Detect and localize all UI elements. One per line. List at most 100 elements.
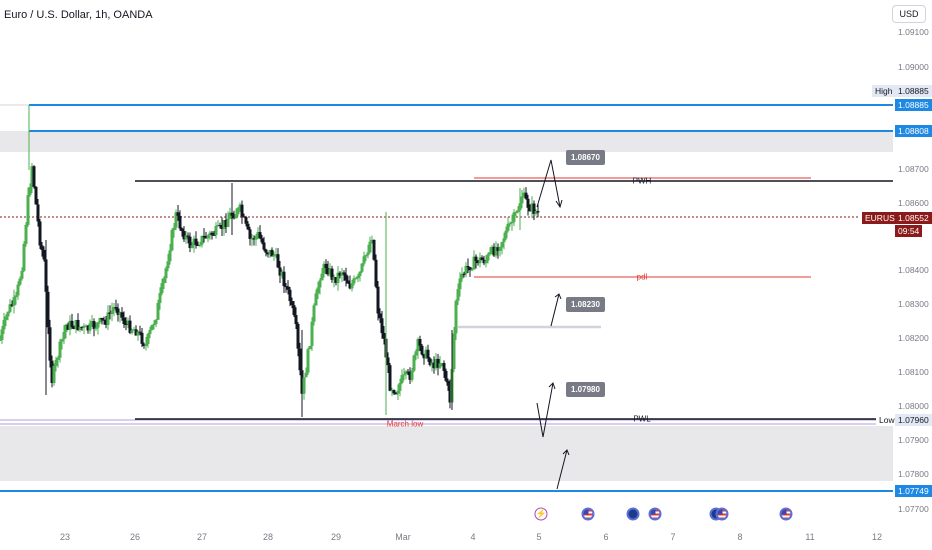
candle-body xyxy=(204,236,208,239)
candle-body xyxy=(334,276,338,283)
march-low-label: March low xyxy=(386,419,424,429)
price-tick: 1.09000 xyxy=(898,62,929,72)
candle-body xyxy=(496,247,500,251)
candle-body xyxy=(304,372,308,378)
currency-selector[interactable]: USD xyxy=(892,5,926,23)
candle-body xyxy=(156,302,160,320)
arrow-up-3 xyxy=(556,449,568,490)
candle-body xyxy=(438,363,442,368)
candle-body xyxy=(110,310,114,314)
lightning-icon[interactable]: ⚡ xyxy=(534,507,548,521)
candle-body xyxy=(160,283,164,294)
candle-body xyxy=(206,235,210,239)
candle-body xyxy=(370,239,374,242)
us-flag-icon[interactable] xyxy=(779,507,793,521)
candle-body xyxy=(256,232,260,236)
candle-body xyxy=(372,239,376,260)
candle-body xyxy=(158,293,162,303)
candle-body xyxy=(446,380,450,386)
candle-body xyxy=(504,230,508,239)
candle-body xyxy=(352,278,356,284)
candle-body xyxy=(328,268,332,275)
us-flag-icon[interactable] xyxy=(581,507,595,521)
eu-flag-icon[interactable] xyxy=(626,507,640,521)
candle-body xyxy=(362,256,366,264)
candle-body xyxy=(60,339,64,342)
price-tick: 1.07700 xyxy=(898,504,929,514)
candle-body xyxy=(340,272,344,276)
us-flag-icon[interactable] xyxy=(715,507,729,521)
candle-body xyxy=(16,284,20,296)
candle-body xyxy=(138,331,142,333)
date-tick: 6 xyxy=(603,532,609,542)
candle-body xyxy=(302,377,306,394)
date-tick: 11 xyxy=(805,532,815,542)
candle-body xyxy=(96,322,100,328)
candle-body xyxy=(56,357,60,360)
candle-body xyxy=(326,268,330,275)
us-flag-icon[interactable] xyxy=(648,507,662,521)
candle-body xyxy=(168,250,172,262)
candle-body xyxy=(50,360,54,383)
candle-body xyxy=(82,325,86,328)
candle-body xyxy=(292,305,296,316)
candle-body xyxy=(270,249,274,257)
candle-body xyxy=(182,231,186,240)
candle-body xyxy=(200,235,204,245)
candle-body xyxy=(374,259,378,287)
candle-body xyxy=(224,220,228,227)
candle-body xyxy=(258,232,262,239)
candle-body xyxy=(98,317,102,323)
candle-body xyxy=(214,226,218,235)
candle-body xyxy=(448,385,452,403)
candle-body xyxy=(522,192,526,197)
chart-title: Euro / U.S. Dollar, 1h, OANDA xyxy=(4,9,153,21)
candle-body xyxy=(154,319,158,324)
candle-body xyxy=(444,370,448,381)
candle-body xyxy=(218,225,222,227)
candle-body xyxy=(312,305,316,322)
candle-body xyxy=(368,241,372,253)
candle-body xyxy=(220,225,224,230)
price-tick: 1.08700 xyxy=(898,164,929,174)
candle-body xyxy=(400,375,404,383)
candle-body xyxy=(66,324,70,330)
candle-body xyxy=(466,266,470,268)
arrow-low-path xyxy=(536,382,554,438)
candle-body xyxy=(414,351,418,356)
candle-body xyxy=(290,301,294,306)
candle-body xyxy=(24,224,28,244)
high-label-tag: High xyxy=(872,85,896,97)
arrow-low-head xyxy=(548,382,556,390)
candle-body xyxy=(48,327,52,361)
candle-body xyxy=(396,390,400,394)
candle-body xyxy=(432,362,436,369)
candlestick-series xyxy=(0,105,540,417)
candle-body xyxy=(306,349,310,373)
candle-body xyxy=(6,311,10,317)
low-label-tag: Low xyxy=(876,414,898,426)
candle-body xyxy=(530,203,534,212)
candle-body xyxy=(102,319,106,321)
candle-body xyxy=(228,212,232,219)
candle-body xyxy=(86,325,90,331)
candle-body xyxy=(10,304,14,306)
candle-body xyxy=(440,363,444,365)
candle-body xyxy=(524,192,528,199)
candle-body xyxy=(70,320,74,327)
candle-body xyxy=(350,283,354,289)
candle-body xyxy=(402,374,406,376)
candle-body xyxy=(392,390,396,394)
candle-body xyxy=(144,344,148,346)
candle-body xyxy=(318,280,322,288)
candle-body xyxy=(112,306,116,311)
candle-body xyxy=(348,283,352,289)
candle-body xyxy=(430,362,434,366)
candle-body xyxy=(92,321,96,329)
symbol-tag: EURUSD xyxy=(862,212,904,224)
candle-body xyxy=(422,354,426,359)
candle-body xyxy=(208,232,212,236)
candle-body xyxy=(468,267,472,271)
high-value-tag: 1.08885 xyxy=(895,85,932,97)
